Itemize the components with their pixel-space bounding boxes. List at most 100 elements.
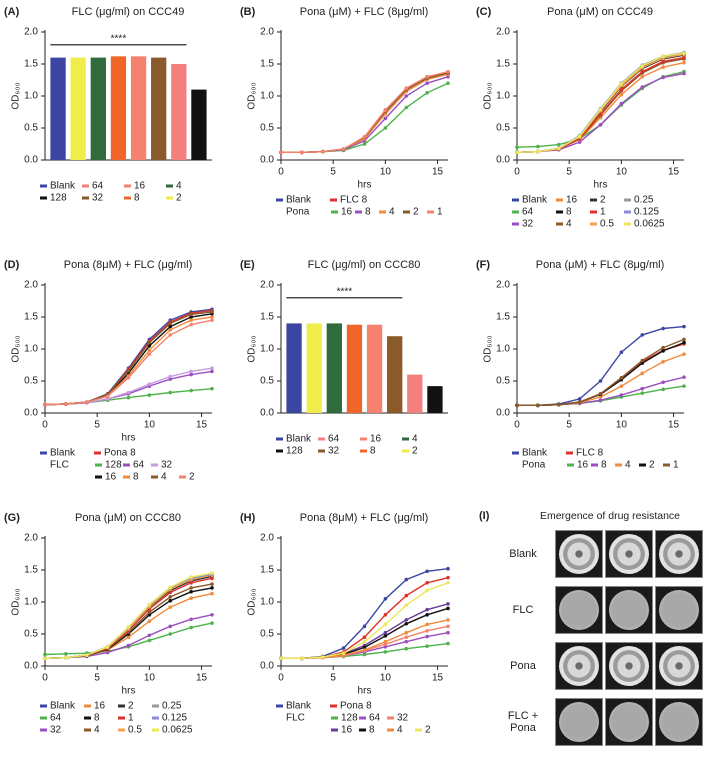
legend-label: 0.25 — [634, 195, 654, 206]
legend-label: 0.0625 — [634, 219, 665, 230]
point — [682, 352, 686, 356]
x-tick-label: 15 — [432, 167, 444, 178]
y-axis-title: OD₆₀₀ — [11, 82, 22, 109]
x-tick-label: 10 — [616, 420, 628, 431]
point — [210, 310, 214, 314]
x-tick-label: 10 — [380, 673, 392, 684]
point — [556, 142, 561, 147]
point — [404, 94, 409, 98]
legend-label: 2 — [413, 207, 419, 218]
row-label: FLC — [512, 604, 534, 616]
y-tick-label: 1.5 — [24, 312, 38, 323]
x-tick-label: 5 — [566, 420, 572, 431]
legend-label: 2 — [189, 472, 195, 483]
point — [682, 375, 686, 379]
x-tick-label: 5 — [330, 673, 336, 684]
bar — [346, 324, 363, 413]
y-axis-title: OD₆₀₀ — [483, 335, 494, 362]
point — [598, 398, 603, 402]
panel: (G) Pona (μM) on CCC80 OD₆₀₀ 0.0 0.5 1.0 1.5 2.… — [4, 512, 214, 736]
point — [556, 146, 561, 151]
point — [168, 374, 173, 379]
dish — [555, 530, 603, 578]
panel-label: (C) — [476, 6, 492, 18]
legend-label: Blank — [50, 448, 76, 459]
bar — [366, 324, 383, 413]
legend-label: 0.125 — [162, 713, 187, 724]
row-label: Pona — [510, 660, 536, 672]
point — [682, 384, 686, 388]
point — [147, 638, 152, 643]
legend-group-label: Pona — [522, 460, 546, 471]
bar — [151, 57, 167, 160]
legend-label: 64 — [369, 713, 381, 724]
point — [425, 588, 429, 593]
legend-label: 8 — [365, 207, 371, 218]
y-tick-label: 2.0 — [24, 533, 38, 544]
point — [515, 145, 519, 149]
y-tick-label: 1.0 — [260, 91, 274, 102]
point — [640, 371, 645, 376]
y-tick-label: 2.0 — [24, 27, 38, 38]
panel-label: (F) — [476, 259, 490, 271]
point — [189, 617, 193, 622]
panel-label: (D) — [4, 259, 20, 271]
dish-row: FLC + Pona — [473, 696, 709, 748]
legend-label: Blank — [50, 181, 76, 192]
point — [640, 391, 645, 395]
point — [598, 392, 603, 396]
point — [362, 639, 367, 644]
bar — [90, 57, 106, 160]
point — [661, 326, 665, 331]
series-line — [516, 52, 685, 153]
point — [682, 340, 686, 345]
point — [147, 633, 152, 638]
point — [126, 368, 131, 373]
point — [168, 333, 173, 337]
point — [362, 648, 367, 652]
legend-group-label: FLC — [50, 460, 69, 471]
point — [84, 400, 89, 404]
legend-label: 64 — [522, 207, 534, 218]
point — [640, 333, 645, 337]
legend-label: 1 — [600, 207, 606, 218]
dish — [605, 698, 653, 746]
legend-label: 64 — [133, 460, 145, 471]
point — [682, 51, 686, 55]
legend-label: 2 — [600, 195, 606, 206]
series-line — [516, 51, 685, 153]
point — [210, 571, 214, 575]
point — [425, 569, 429, 574]
point — [147, 393, 152, 397]
point — [446, 575, 450, 580]
legend-label: 128 — [105, 460, 122, 471]
bar — [387, 336, 403, 413]
x-tick-label: 15 — [196, 673, 208, 684]
legend-label: 0.25 — [162, 701, 182, 712]
legend-label: 4 — [161, 472, 167, 483]
legend-label: 4 — [397, 725, 403, 736]
point — [189, 581, 193, 585]
panel: (A) FLC (μg/ml) on CCC49 OD₆₀₀ 0.0 0.5 1.0 1.5… — [4, 6, 212, 204]
legend-label: 128 — [341, 713, 358, 724]
legend-label: 128 — [50, 193, 67, 204]
x-axis-title: hrs — [358, 686, 372, 697]
point — [126, 625, 131, 629]
point — [43, 656, 47, 661]
x-tick-label: 10 — [616, 167, 628, 178]
point — [105, 397, 110, 401]
point — [661, 360, 665, 364]
point — [383, 642, 388, 647]
y-tick-label: 0.5 — [260, 629, 274, 640]
point — [210, 315, 214, 319]
x-tick-label: 5 — [94, 420, 100, 431]
point — [126, 376, 131, 380]
y-axis-title: OD₆₀₀ — [247, 588, 258, 615]
x-tick-label: 10 — [380, 167, 392, 178]
y-tick-label: 2.0 — [260, 533, 274, 544]
y-tick-label: 1.5 — [496, 59, 510, 70]
x-tick-label: 5 — [94, 673, 100, 684]
legend-label: Blank — [286, 195, 312, 206]
point — [425, 91, 429, 95]
